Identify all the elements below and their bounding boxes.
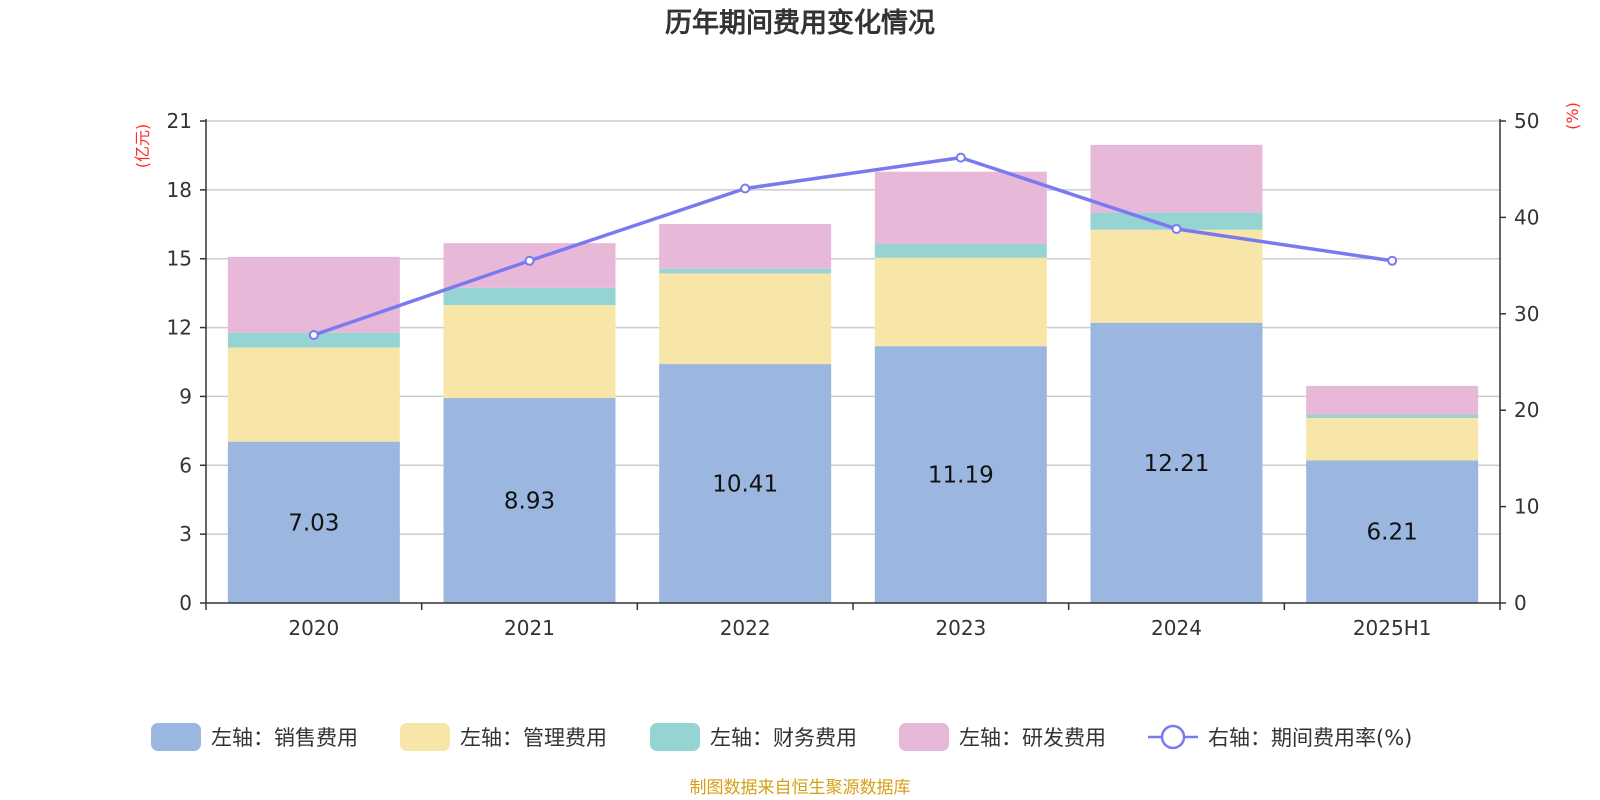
data-label: 12.21 (1144, 451, 1210, 477)
bar-segment (1090, 322, 1263, 603)
axes: 0 3 6 9 12 15 18 21 0 10 20 30 40 50 2020 2021 2022 2023 2… (167, 109, 1540, 640)
bar-segment (874, 244, 1047, 258)
x-tick-label: 2025H1 (1353, 616, 1432, 640)
right-axis-unit: (%) (1563, 102, 1582, 130)
left-tick-label: 0 (179, 591, 192, 615)
right-tick-label: 20 (1514, 398, 1539, 422)
x-tick-label: 2023 (935, 616, 986, 640)
rate-point (1387, 255, 1398, 266)
rate-point (308, 330, 319, 341)
rate-line-path (313, 155, 1393, 337)
right-tick-label: 30 (1514, 302, 1539, 326)
left-tick-label: 15 (167, 247, 192, 271)
right-tick-label: 40 (1514, 205, 1539, 229)
left-axis-unit: (亿元) (133, 124, 152, 169)
bar-segment (227, 347, 400, 442)
legend-label: 左轴：财务费用 (710, 726, 857, 750)
data-label: 8.93 (504, 489, 555, 515)
legend-swatch (151, 723, 201, 751)
legend-label: 左轴：管理费用 (460, 726, 607, 750)
left-tick-label: 21 (167, 109, 192, 133)
right-tick-label: 10 (1514, 495, 1539, 519)
x-tick-label: 2022 (720, 616, 771, 640)
left-tick-label: 18 (167, 178, 192, 202)
bar-segment (1306, 418, 1479, 461)
left-tick-label: 3 (179, 522, 192, 546)
source-note: 制图数据来自恒生聚源数据库 (690, 778, 911, 798)
bar-segment (227, 256, 400, 333)
bar-segment (227, 441, 400, 603)
legend-label: 左轴：销售费用 (211, 726, 358, 750)
legend: 左轴：销售费用 左轴：管理费用 左轴：财务费用 左轴：研发费用 右轴：期间费用率(%) (151, 723, 1412, 751)
bar-labels: 7.03 8.93 10.41 11.19 12.21 6.21 (288, 451, 1418, 546)
legend-label: 右轴：期间费用率(%) (1208, 726, 1412, 750)
data-label: 11.19 (928, 463, 994, 489)
bar-segment (227, 332, 400, 348)
rate-point (740, 183, 751, 194)
bars (227, 144, 1479, 603)
right-tick-label: 0 (1514, 591, 1527, 615)
chart-title: 历年期间费用变化情况 (665, 7, 935, 39)
grid-lines (206, 120, 1500, 535)
left-tick-label: 12 (167, 316, 192, 340)
bar-segment (1090, 212, 1263, 230)
x-tick-label: 2021 (504, 616, 555, 640)
legend-label: 左轴：研发费用 (959, 726, 1106, 750)
bar-segment (1306, 414, 1479, 419)
bar-segment (1090, 144, 1263, 213)
right-tick-label: 50 (1514, 109, 1539, 133)
bar-segment (659, 224, 832, 269)
rate-point (524, 255, 535, 266)
legend-swatch (400, 723, 450, 751)
bar-segment (659, 273, 832, 365)
x-tick-label: 2024 (1151, 616, 1202, 640)
bar-segment (1306, 460, 1479, 603)
bar-segment (1090, 229, 1263, 323)
bar-segment (443, 398, 616, 603)
rate-line (308, 152, 1398, 341)
legend-swatch (899, 723, 949, 751)
bar-segment (874, 257, 1047, 347)
data-label: 10.41 (712, 472, 778, 498)
legend-marker (1160, 724, 1186, 750)
data-label: 6.21 (1367, 520, 1418, 546)
left-tick-label: 9 (179, 384, 192, 408)
x-tick-label: 2020 (288, 616, 339, 640)
data-label: 7.03 (288, 510, 339, 536)
bar-segment (443, 305, 616, 399)
rate-point (955, 152, 966, 163)
legend-swatch (650, 723, 700, 751)
bar-segment (659, 364, 832, 603)
bar-segment (659, 268, 832, 274)
left-tick-label: 6 (179, 453, 192, 477)
bar-segment (443, 287, 616, 306)
bar-segment (874, 346, 1047, 603)
bar-segment (1306, 385, 1479, 415)
rate-point (1171, 223, 1182, 234)
bar-segment (874, 171, 1047, 245)
